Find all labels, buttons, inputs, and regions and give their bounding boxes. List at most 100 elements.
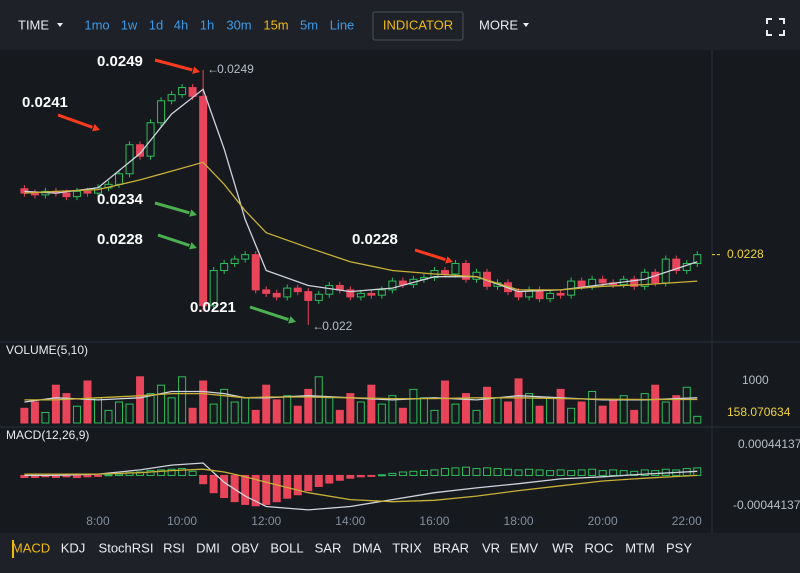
macd-bar — [93, 474, 102, 477]
macd-bar — [20, 474, 29, 479]
volume-bar — [157, 384, 166, 424]
volume-bar — [472, 409, 481, 424]
indicator-tab[interactable]: EMV — [510, 540, 539, 555]
dropdown-icon — [523, 23, 529, 27]
volume-bar — [419, 397, 428, 424]
indicator-tab[interactable]: StochRSI — [99, 540, 154, 555]
interval-option[interactable]: 1d — [149, 17, 163, 32]
indicator-tab[interactable]: BRAR — [433, 540, 469, 555]
volume-bar — [41, 411, 50, 424]
indicator-tab[interactable]: PSY — [666, 540, 692, 555]
active-tab-marker — [12, 540, 14, 558]
macd-bar — [451, 467, 460, 476]
candle-body — [251, 254, 260, 291]
candle-body — [167, 94, 176, 102]
volume-bar — [356, 401, 365, 424]
volume-bar — [651, 384, 660, 424]
macd-bar — [314, 474, 323, 487]
interval-option[interactable]: 1w — [121, 17, 138, 32]
volume-bar — [672, 395, 681, 424]
macd-bar — [483, 467, 492, 476]
indicator-tab[interactable]: SAR — [315, 540, 342, 555]
volume-bar — [693, 415, 702, 424]
volume-bar — [630, 409, 639, 424]
indicator-tab[interactable]: MACD — [12, 540, 50, 555]
volume-bar — [609, 399, 618, 424]
candle-body — [72, 190, 81, 198]
interval-option[interactable]: 4h — [174, 17, 188, 32]
volume-bar — [588, 390, 597, 424]
indicator-tab[interactable]: TRIX — [392, 540, 422, 555]
indicator-tab[interactable]: WR — [552, 540, 574, 555]
indicator-tab[interactable]: ROC — [585, 540, 614, 555]
interval-option[interactable]: 1mo — [84, 17, 109, 32]
indicator-tab[interactable]: RSI — [163, 540, 185, 555]
macd-bar — [440, 468, 449, 476]
candle-body — [199, 95, 208, 307]
macd-bar — [157, 469, 166, 476]
volume-bar — [125, 403, 134, 424]
volume-bar — [367, 384, 376, 424]
volume-bar — [493, 397, 502, 424]
volume-bar — [314, 376, 323, 424]
volume-bar — [93, 397, 102, 424]
indicator-tab[interactable]: DMA — [353, 540, 382, 555]
indicator-tab[interactable]: DMI — [196, 540, 220, 555]
indicator-button[interactable]: INDICATOR — [383, 17, 453, 32]
volume-bar — [619, 395, 628, 424]
macd-bar — [514, 469, 523, 476]
macd-bar — [356, 474, 365, 478]
volume-bar — [136, 376, 145, 424]
interval-option[interactable]: 15m — [263, 17, 288, 32]
candle-body — [367, 292, 376, 296]
indicator-tab[interactable]: KDJ — [61, 540, 86, 555]
annotation: 0.0241 — [22, 94, 68, 111]
arrow-glyph: ← — [207, 62, 219, 76]
candle-body — [241, 254, 250, 260]
indicator-tab[interactable]: BOLL — [270, 540, 303, 555]
macd-bar — [461, 466, 470, 476]
interval-option[interactable]: Line — [330, 17, 355, 32]
interval-option[interactable]: 30m — [226, 17, 251, 32]
candle-body — [30, 192, 39, 196]
macd-bar — [525, 468, 534, 476]
annotation-arrow — [154, 201, 190, 215]
indicator-tab[interactable]: VR — [482, 540, 500, 555]
macd-bar — [409, 470, 418, 476]
macd-bar — [115, 473, 124, 476]
interval-option[interactable]: 5m — [300, 17, 318, 32]
volume-bar — [167, 397, 176, 424]
macd-bar — [335, 474, 344, 481]
more-menu[interactable]: MORE — [479, 17, 518, 32]
toolbar — [0, 0, 800, 50]
moving-average-line — [24, 468, 698, 503]
indicator-tab[interactable]: MTM — [625, 540, 655, 555]
indicator-tab[interactable]: OBV — [231, 540, 259, 555]
volume-bar — [483, 386, 492, 424]
volume-bar — [199, 380, 208, 424]
macd-bar — [630, 470, 639, 476]
volume-bar — [272, 399, 281, 424]
candle-body — [83, 190, 92, 194]
time-menu[interactable]: TIME — [18, 17, 49, 32]
fullscreen-icon[interactable] — [766, 18, 785, 36]
candle-body — [230, 258, 239, 264]
x-tick-label: 22:00 — [672, 514, 702, 528]
volume-bar — [346, 393, 355, 424]
x-tick-label: 14:00 — [335, 514, 365, 528]
macd-bar — [588, 468, 597, 476]
macd-bar — [272, 474, 281, 503]
interval-option[interactable]: 1h — [200, 17, 214, 32]
annotation-arrowhead — [192, 66, 200, 74]
macd-bar — [535, 469, 544, 476]
candle-body — [283, 287, 292, 298]
macd-bar — [188, 470, 197, 476]
panel-title: MACD(12,26,9) — [6, 428, 89, 442]
volume-bar — [398, 407, 407, 424]
candle-body — [630, 278, 639, 287]
candle-body — [220, 262, 229, 272]
moving-average-line — [24, 392, 698, 401]
last-price-label: 0.0228 — [727, 247, 764, 261]
candle-body — [514, 291, 523, 298]
candle-body — [272, 292, 281, 298]
